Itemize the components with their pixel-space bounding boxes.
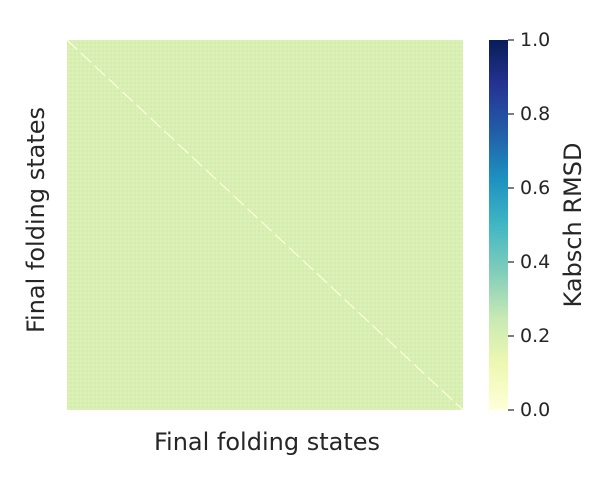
y-axis-label: Final folding states	[22, 107, 50, 333]
colorbar: 0.0 0.2 0.4 0.6 0.8 1.0 Kabsch RMSD	[489, 29, 587, 421]
heatmap-diagonal	[66, 39, 464, 411]
colorbar-tick-label: 0.2	[520, 325, 550, 347]
colorbar-tick-label: 0.0	[520, 399, 550, 421]
colorbar-tick-label: 0.8	[520, 103, 550, 125]
colorbar-ticks: 0.0 0.2 0.4 0.6 0.8 1.0	[508, 29, 550, 421]
colorbar-tick-label: 1.0	[520, 29, 550, 51]
colorbar-tick-label: 0.4	[520, 251, 550, 273]
heatmap-plot-area	[66, 39, 464, 411]
x-axis-label: Final folding states	[154, 428, 380, 456]
colorbar-tick-label: 0.6	[520, 177, 550, 199]
colorbar-label: Kabsch RMSD	[559, 143, 587, 308]
colorbar-gradient	[489, 40, 508, 410]
